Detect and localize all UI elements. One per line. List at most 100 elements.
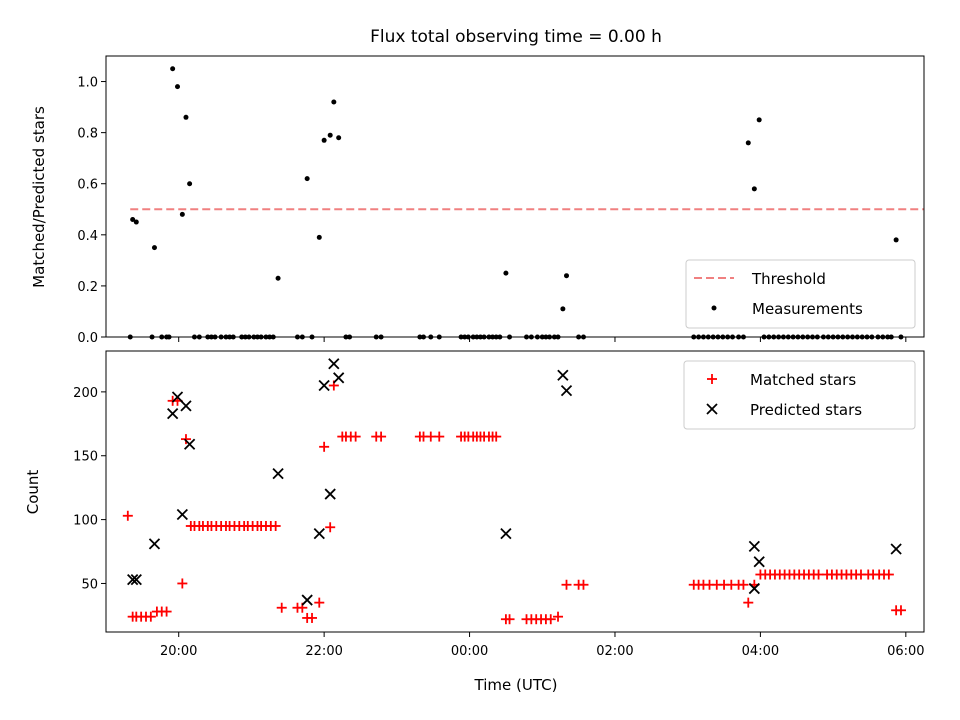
bottom-x-ticks: 20:00 22:00 00:00 02:00 04:00 06:00 bbox=[160, 632, 925, 659]
matched-stars-point bbox=[545, 614, 556, 625]
measurement-point bbox=[336, 135, 342, 141]
matched-stars-point bbox=[491, 431, 502, 442]
matched-stars-point bbox=[883, 569, 894, 580]
predicted-stars-point bbox=[557, 369, 569, 381]
legend-matched-swatch bbox=[707, 374, 717, 384]
predicted-stars-point bbox=[272, 467, 284, 480]
top-y-tick-label: 0.0 bbox=[77, 331, 98, 346]
x-tick-label: 00:00 bbox=[451, 644, 488, 659]
measurement-point bbox=[275, 275, 281, 281]
predicted-stars-point bbox=[748, 540, 760, 553]
top-legend: Threshold Measurements bbox=[685, 259, 916, 329]
top-y-ticks: 0.0 0.2 0.4 0.6 0.8 1.0 bbox=[77, 76, 106, 346]
measurement-point bbox=[151, 245, 157, 251]
matched-stars-point bbox=[561, 579, 572, 590]
top-y-tick-label: 0.2 bbox=[77, 280, 98, 295]
bottom-y-ticks: 50 100 150 200 bbox=[73, 386, 106, 592]
matched-stars-point bbox=[276, 602, 287, 613]
bottom-y-tick-label: 150 bbox=[73, 450, 98, 465]
measurement-point bbox=[756, 117, 762, 123]
measurement-point bbox=[170, 66, 176, 72]
predicted-stars-point bbox=[313, 528, 325, 540]
matched-stars-point bbox=[314, 597, 325, 608]
x-tick-label: 22:00 bbox=[305, 644, 342, 659]
x-tick-label: 06:00 bbox=[887, 644, 924, 659]
matched-stars-point bbox=[270, 520, 281, 531]
matched-stars-point bbox=[895, 605, 906, 616]
top-y-tick-label: 0.6 bbox=[77, 178, 98, 193]
predicted-stars-point bbox=[301, 594, 313, 606]
bottom-panel: 50 100 150 200 20:00 22:00 00:00 02:00 04:00 06:… bbox=[24, 350, 925, 694]
legend-measurements-swatch bbox=[711, 305, 717, 311]
measurement-point bbox=[304, 176, 310, 182]
matched-stars-point bbox=[145, 611, 156, 622]
bottom-legend: Matched stars Predicted stars bbox=[683, 360, 916, 430]
matched-stars-point bbox=[434, 431, 445, 442]
x-tick-label: 04:00 bbox=[742, 644, 779, 659]
predicted-stars-point bbox=[183, 438, 196, 450]
matched-stars-point bbox=[504, 614, 515, 625]
predicted-stars-point bbox=[328, 358, 340, 370]
predicted-stars-point bbox=[318, 379, 330, 392]
predicted-stars-point bbox=[171, 391, 184, 403]
matched-stars-point bbox=[177, 578, 188, 589]
measurement-point bbox=[133, 219, 139, 225]
matched-stars-point bbox=[307, 612, 318, 623]
predicted-stars-point bbox=[890, 543, 902, 555]
bottom-y-tick-label: 200 bbox=[73, 386, 98, 401]
matched-stars-point bbox=[578, 579, 589, 590]
legend-label: Predicted stars bbox=[750, 401, 862, 419]
matched-stars-point bbox=[122, 510, 133, 521]
legend-predicted-swatch bbox=[706, 403, 718, 415]
bottom-axes-frame bbox=[105, 350, 925, 633]
measurement-point bbox=[327, 132, 333, 138]
x-tick-label: 20:00 bbox=[160, 644, 197, 659]
predicted-stars-point bbox=[127, 573, 139, 586]
matched-stars-point bbox=[553, 611, 564, 622]
legend-label: Measurements bbox=[752, 300, 863, 318]
measurement-point bbox=[321, 137, 327, 143]
legend-label: Threshold bbox=[751, 270, 826, 288]
matched-stars-point bbox=[425, 431, 436, 442]
measurement-point bbox=[745, 140, 751, 146]
measurement-point bbox=[174, 84, 180, 90]
bottom-y-tick-label: 50 bbox=[81, 577, 98, 592]
top-y-tick-label: 0.4 bbox=[77, 229, 98, 244]
predicted-stars-point bbox=[748, 582, 760, 595]
predicted-stars-point bbox=[130, 573, 142, 586]
bottom-y-tick-label: 100 bbox=[73, 514, 98, 529]
predicted-stars-point bbox=[753, 556, 765, 568]
matched-stars-point bbox=[743, 597, 754, 608]
matched-stars-point bbox=[350, 431, 361, 442]
matched-stars-point bbox=[738, 579, 749, 590]
legend-label: Matched stars bbox=[750, 371, 856, 389]
predicted-stars-point bbox=[180, 400, 192, 412]
bottom-y-axis-label: Count bbox=[24, 470, 42, 515]
matched-stars-point bbox=[180, 434, 191, 445]
matched-stars-point bbox=[319, 441, 330, 452]
predicted-stars-point bbox=[324, 488, 336, 500]
predicted-stars-point bbox=[560, 384, 573, 397]
bottom-plot-area bbox=[122, 358, 906, 625]
matched-stars-point bbox=[376, 431, 387, 442]
predicted-stars-point bbox=[176, 508, 188, 521]
top-legend-box bbox=[685, 259, 916, 329]
predicted-stars-point bbox=[167, 407, 179, 420]
top-y-tick-label: 1.0 bbox=[77, 76, 98, 91]
measurement-point bbox=[503, 270, 509, 276]
x-tick-label: 02:00 bbox=[596, 644, 633, 659]
measurement-point bbox=[183, 114, 189, 120]
x-axis-label: Time (UTC) bbox=[474, 676, 558, 694]
bottom-legend-box bbox=[683, 360, 916, 430]
top-y-tick-label: 0.8 bbox=[77, 127, 98, 142]
measurement-point bbox=[316, 234, 322, 240]
predicted-stars-point bbox=[333, 372, 345, 384]
measurement-point bbox=[560, 306, 566, 312]
top-y-axis-label: Matched/Predicted stars bbox=[30, 106, 48, 288]
predicted-stars-point bbox=[500, 528, 512, 540]
chart-title: Flux total observing time = 0.00 h bbox=[370, 27, 662, 47]
measurement-point bbox=[130, 216, 136, 222]
matched-stars-point bbox=[813, 569, 824, 580]
